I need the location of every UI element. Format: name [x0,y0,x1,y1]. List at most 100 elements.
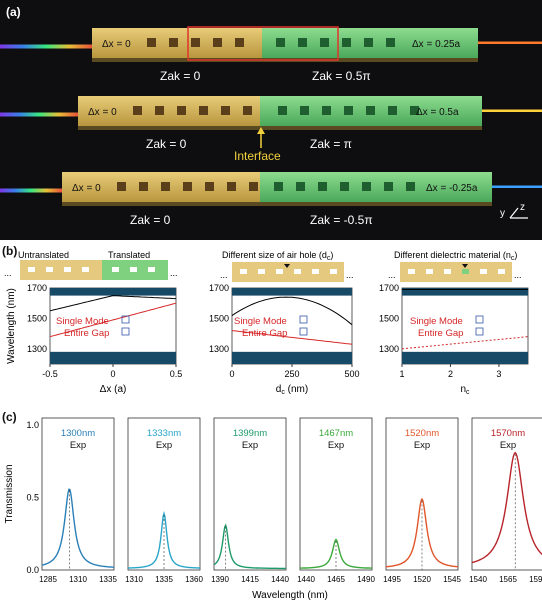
xaxis-label: Δx (a) [100,384,127,394]
air-hole [384,182,393,191]
air-hole [364,38,373,47]
spectrum-subtitle: Exp [414,440,430,451]
xaxis-label-unit: (nm) [285,384,308,394]
air-hole [205,182,214,191]
spectrum-curve [385,497,459,568]
unit-cell-box [187,26,339,61]
schematic-hole [112,267,119,272]
mode-curve-black [231,296,353,326]
plot-frame [49,287,177,365]
mode-curve-red [49,302,177,338]
xtick-label: 1335 [155,575,173,584]
waveguide-shadow [78,126,482,130]
schematic-hole [64,267,71,272]
ytick-label: 0.0 [26,565,39,575]
spectrum-subtitle: Exp [500,440,516,451]
schematic-hole [480,269,487,274]
xtick-label: 1390 [211,575,229,584]
c-ylabel: Transmission [4,464,15,523]
ytick-label: 1.0 [26,420,39,430]
air-hole [406,182,415,191]
schematic-dots: ... [388,270,396,280]
band-top [50,288,176,296]
air-hole [276,38,285,47]
spectrum-title: 1520nm [405,428,439,439]
schematic-hole [148,267,155,272]
left-zak-label: Zak = 0 [160,69,201,83]
air-hole [243,106,252,115]
ytick-label: 0.5 [26,493,39,503]
air-hole [117,182,126,191]
spectrum-frame [213,417,287,571]
panel-b: Untranslated Translated... ... Different si… [4,250,529,394]
schematic-dots: ... [346,270,354,280]
schematic-dots: ... [170,268,178,278]
left-dx-label: Δx = 0 [102,39,131,50]
air-hole [191,38,200,47]
band-bottom [50,351,176,364]
spectrum-curve [213,523,286,570]
b-ylabel: Wavelength (nm) [6,288,17,364]
spectrum-subtitle: Exp [156,440,172,451]
spectrum-title: 1300nm [61,428,95,439]
xtick-label: 3 [496,369,501,379]
schematic-marker [462,264,468,268]
xtick-label: 1520 [413,575,431,584]
schematic-dielectric-sub: c [511,255,515,262]
right-zak-label: Zak = π [310,137,352,151]
schematic-hole [240,269,247,274]
xtick-label: 1565 [499,575,517,584]
air-hole [366,106,375,115]
legend-entire-gap: Entire Gap [242,328,287,339]
schematic-marker [284,264,290,268]
left-dx-label: Δx = 0 [72,183,101,194]
legend-entire-gap: Entire Gap [418,328,463,339]
interface-arrowhead [257,127,265,134]
output-beam [482,109,542,112]
xtick-label: 1310 [69,575,87,584]
air-hole [278,106,287,115]
spectrum-curve [41,488,114,568]
panel-c-label: (c) [2,410,17,424]
xtick-label: 0 [229,369,234,379]
ytick-label: 1500 [27,313,47,323]
air-hole [274,182,283,191]
xaxis-label-sub: c [466,389,470,394]
schematic-hole [426,269,433,274]
axis-arrow-z [509,207,519,219]
legend-single-mode: Single Mode [410,316,463,327]
right-dx-label: Δx = 0.5a [416,107,459,118]
schematic-hole [444,269,451,274]
air-hole [410,106,419,115]
mode-curve-black [49,295,177,312]
schematic-hole [46,267,53,272]
air-hole [227,182,236,191]
legend-marker [475,327,484,336]
air-hole [344,106,353,115]
ytick-label: 1300 [209,344,229,354]
xaxis-label: dc (nm) [276,384,308,394]
band-bottom [232,351,352,364]
air-hole [213,38,222,47]
air-hole [155,106,164,115]
legend-marker [299,327,308,336]
ytick-label: 1300 [379,344,399,354]
air-hole [177,106,186,115]
right-zak-label: Zak = -0.5π [310,213,373,227]
air-hole [199,106,208,115]
xaxis-label-sub: c [281,389,285,394]
xtick-label: 1335 [99,575,117,584]
panel-a-label: (a) [6,5,21,19]
xtick-label: 1495 [383,575,401,584]
air-hole [362,182,371,191]
mode-curve-red [231,330,353,345]
ytick-label: 1300 [27,344,47,354]
waveguide-shadow [62,202,492,206]
schematic-dots: ... [220,270,228,280]
air-hole [147,38,156,47]
schematic-hole [82,267,89,272]
legend-entire-gap: Entire Gap [64,328,109,339]
schematic-dots: ... [4,268,12,278]
